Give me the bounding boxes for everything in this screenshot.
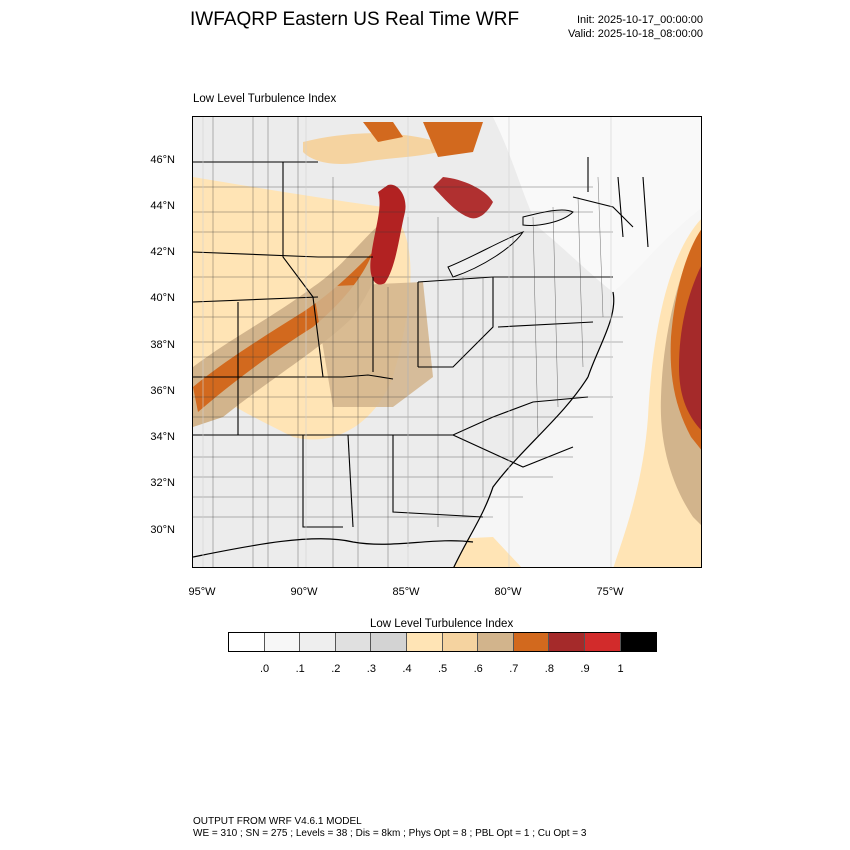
footer-config-line: WE = 310 ; SN = 275 ; Levels = 38 ; Dis … [193, 828, 587, 839]
turbulence-map [192, 116, 702, 568]
lake-michigan [370, 184, 406, 285]
atlantic-red-shade [679, 266, 701, 430]
east-coastline [453, 376, 589, 567]
colorbar-box-8 [513, 633, 550, 651]
lat-label-44: 44°N [150, 200, 175, 212]
lat-label-36: 36°N [150, 385, 175, 397]
colorbar-box-11 [620, 633, 657, 651]
lat-label-46: 46°N [150, 154, 175, 166]
lon-label-75: 75°W [596, 586, 624, 598]
colorbar-tick-label: .3 [366, 663, 376, 675]
north-orange-patch [423, 122, 483, 157]
lat-label-34: 34°N [150, 431, 175, 443]
init-valid-times: Init: 2025-10-17_00:00:00 Valid: 2025-10… [568, 13, 703, 41]
lake-superior [303, 133, 453, 164]
colorbar-tick-label: .1 [295, 663, 305, 675]
colorbar-box-10 [584, 633, 621, 651]
colorbar-box-1 [264, 633, 301, 651]
colorbar-box-4 [371, 633, 407, 651]
lat-label-32: 32°N [150, 477, 175, 489]
lat-label-40: 40°N [150, 292, 175, 304]
colorbar-box-0 [229, 633, 265, 651]
lon-label-85: 85°W [392, 586, 420, 598]
lake-huron-shade [433, 177, 493, 219]
mid-atlantic-coastline [587, 291, 615, 378]
colorbar-box-5 [406, 633, 443, 651]
colorbar-tick-label: .7 [509, 663, 519, 675]
colorbar-tick-label: 1 [617, 663, 624, 675]
colorbar-tick-label: .4 [402, 663, 412, 675]
footer-model-line: OUTPUT FROM WRF V4.6.1 MODEL [193, 816, 362, 827]
lon-label-90: 90°W [290, 586, 318, 598]
colorbar-tick-label: .9 [580, 663, 590, 675]
colorbar-tick-label: .8 [544, 663, 554, 675]
colorbar [228, 632, 658, 652]
footer: OUTPUT FROM WRF V4.6.1 MODEL WE = 310 ; … [193, 816, 586, 840]
colorbar-box-6 [442, 633, 479, 651]
colorbar-title: Low Level Turbulence Index [370, 618, 514, 630]
colorbar-tick-label: .0 [260, 663, 270, 675]
lat-label-38: 38°N [150, 339, 175, 351]
plot-title: Low Level Turbulence Index [193, 93, 337, 105]
graticule [202, 117, 612, 567]
colorbar-box-9 [549, 633, 585, 651]
init-time: Init: 2025-10-17_00:00:00 [577, 14, 703, 26]
colorbar-tick-label: .5 [438, 663, 448, 675]
northeast-land [493, 117, 701, 292]
lon-label-80: 80°W [494, 586, 522, 598]
valid-time: Valid: 2025-10-18_08:00:00 [568, 28, 703, 40]
colorbar-tick-label: .6 [473, 663, 483, 675]
colorbar-box-7 [478, 633, 514, 651]
lat-label-42: 42°N [150, 246, 175, 258]
lat-label-30: 30°N [150, 524, 175, 536]
colorbar-tick-label: .2 [331, 663, 341, 675]
colorbar-box-3 [335, 633, 372, 651]
main-title: IWFAQRP Eastern US Real Time WRF [190, 9, 520, 30]
lon-label-95: 95°W [188, 586, 216, 598]
gulf-coastline [193, 538, 474, 558]
colorbar-box-2 [300, 633, 336, 651]
map-svg [193, 117, 701, 567]
superior-orange [363, 122, 403, 142]
